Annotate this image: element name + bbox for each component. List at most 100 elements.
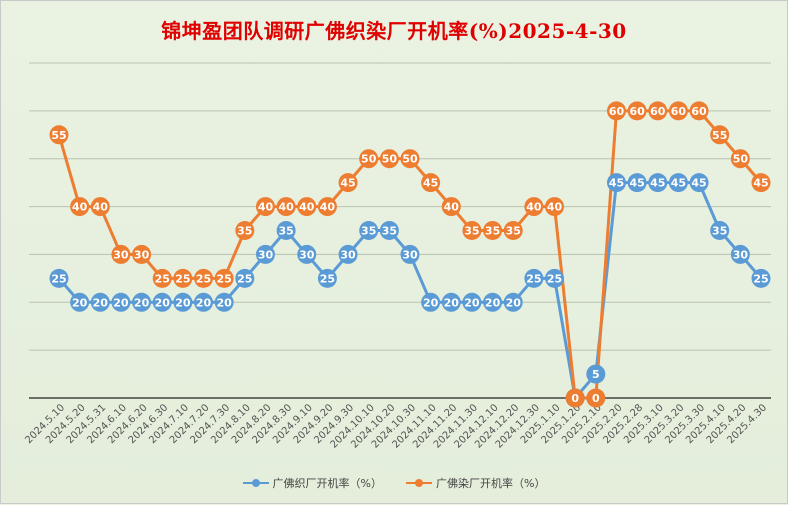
data-label-weaving: 25 — [753, 272, 768, 285]
data-label-dyeing: 50 — [382, 153, 398, 166]
data-point-weaving — [462, 292, 482, 312]
data-point-dyeing — [524, 197, 544, 217]
data-point-dyeing — [214, 268, 234, 288]
data-label-dyeing: 35 — [485, 225, 500, 238]
data-label-weaving: 45 — [650, 177, 665, 190]
data-label-weaving: 30 — [340, 248, 356, 261]
data-label-dyeing: 40 — [320, 201, 336, 214]
data-label-dyeing: 60 — [691, 105, 707, 118]
data-point-weaving — [214, 292, 234, 312]
data-point-dyeing — [586, 388, 606, 408]
data-point-dyeing — [400, 149, 420, 169]
data-label-weaving: 20 — [217, 296, 233, 309]
data-label-dyeing: 25 — [175, 272, 190, 285]
series-line-weaving — [57, 181, 763, 400]
data-point-weaving — [317, 268, 337, 288]
data-point-weaving — [297, 244, 317, 264]
data-point-dyeing — [297, 197, 317, 217]
data-label-weaving: 20 — [444, 296, 460, 309]
data-label-dyeing: 30 — [113, 248, 129, 261]
data-label-dyeing: 0 — [592, 392, 600, 405]
data-label-weaving: 45 — [671, 177, 686, 190]
legend: 广佛织厂开机率（%） 广佛染厂开机率（%） — [1, 475, 787, 491]
data-label-weaving: 30 — [258, 248, 274, 261]
data-label-dyeing: 60 — [629, 105, 645, 118]
data-label-dyeing: 45 — [753, 177, 768, 190]
data-point-weaving — [70, 292, 90, 312]
data-point-weaving — [503, 292, 523, 312]
data-point-weaving — [132, 292, 152, 312]
data-point-dyeing — [545, 197, 565, 217]
data-label-weaving: 5 — [592, 368, 600, 381]
data-point-weaving — [379, 221, 399, 240]
data-label-dyeing: 25 — [196, 272, 211, 285]
data-point-dyeing — [710, 125, 730, 145]
data-point-dyeing — [173, 268, 193, 288]
data-point-weaving — [710, 221, 730, 240]
data-label-weaving: 20 — [464, 296, 480, 309]
data-point-dyeing — [132, 244, 152, 264]
data-point-dyeing — [421, 173, 441, 193]
data-point-weaving — [586, 364, 606, 384]
data-label-dyeing: 60 — [609, 105, 625, 118]
chart-title: 锦坤盈团队调研广佛织染厂开机率(%)2025-4-30 — [161, 19, 627, 43]
data-label-weaving: 20 — [134, 296, 150, 309]
data-point-weaving — [173, 292, 193, 312]
data-point-dyeing — [503, 221, 523, 240]
data-label-dyeing: 35 — [464, 225, 479, 238]
data-label-dyeing: 40 — [299, 201, 315, 214]
data-point-dyeing — [462, 221, 482, 240]
data-point-weaving — [606, 173, 626, 193]
data-point-dyeing — [751, 173, 771, 193]
data-point-dyeing — [483, 221, 503, 240]
data-label-dyeing: 40 — [547, 201, 563, 214]
data-label-dyeing: 40 — [72, 201, 88, 214]
data-point-dyeing — [338, 173, 358, 193]
data-label-weaving: 20 — [506, 296, 522, 309]
data-point-dyeing — [235, 221, 255, 240]
data-label-weaving: 25 — [237, 272, 252, 285]
legend-label-weaving: 广佛织厂开机率（%） — [272, 477, 382, 490]
data-label-dyeing: 35 — [506, 225, 521, 238]
legend-item-dyeing: 广佛染厂开机率（%） — [406, 475, 545, 491]
data-point-weaving — [152, 292, 172, 312]
data-label-dyeing: 35 — [237, 225, 252, 238]
data-label-dyeing: 45 — [340, 177, 355, 190]
data-label-weaving: 30 — [299, 248, 315, 261]
data-label-weaving: 45 — [691, 177, 706, 190]
legend-item-weaving: 广佛织厂开机率（%） — [242, 475, 382, 491]
data-point-weaving — [730, 244, 750, 264]
data-label-weaving: 20 — [423, 296, 439, 309]
data-point-weaving — [111, 292, 131, 312]
data-point-dyeing — [111, 244, 131, 264]
data-point-weaving — [441, 292, 461, 312]
data-point-weaving — [276, 221, 296, 240]
data-label-weaving: 25 — [51, 272, 66, 285]
data-label-weaving: 25 — [547, 272, 562, 285]
data-point-dyeing — [648, 101, 668, 121]
data-point-weaving — [545, 268, 565, 288]
data-point-weaving — [90, 292, 110, 312]
legend-label-dyeing: 广佛染厂开机率（%） — [436, 477, 546, 490]
data-label-dyeing: 40 — [444, 201, 460, 214]
data-label-dyeing: 25 — [217, 272, 232, 285]
data-label-dyeing: 0 — [571, 392, 579, 405]
data-point-dyeing — [689, 101, 709, 121]
data-point-weaving — [359, 221, 379, 240]
data-label-dyeing: 55 — [51, 129, 66, 142]
data-point-weaving — [483, 292, 503, 312]
legend-marker-weaving — [242, 477, 269, 489]
data-label-weaving: 25 — [320, 272, 335, 285]
data-point-dyeing — [379, 149, 399, 169]
data-point-dyeing — [730, 149, 750, 169]
data-point-weaving — [689, 173, 709, 193]
data-label-weaving: 30 — [733, 248, 749, 261]
data-point-dyeing — [194, 268, 214, 288]
data-point-dyeing — [255, 197, 275, 217]
data-label-dyeing: 50 — [361, 153, 377, 166]
data-label-dyeing: 55 — [712, 129, 727, 142]
data-label-dyeing: 50 — [402, 153, 418, 166]
data-label-weaving: 30 — [402, 248, 418, 261]
data-point-weaving — [49, 268, 69, 288]
data-point-weaving — [400, 244, 420, 264]
